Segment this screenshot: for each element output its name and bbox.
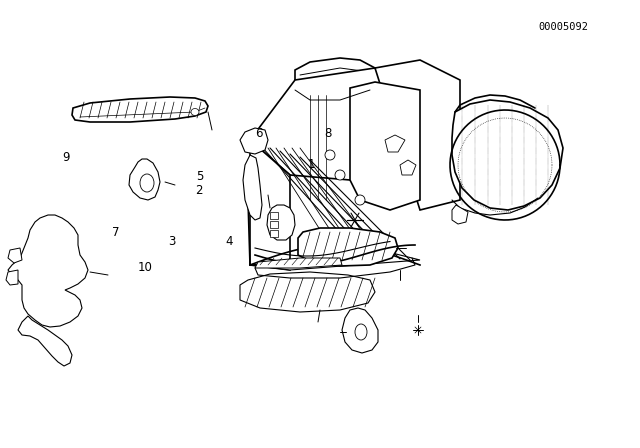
Ellipse shape bbox=[325, 150, 335, 160]
Polygon shape bbox=[240, 272, 375, 312]
Polygon shape bbox=[452, 205, 468, 224]
Polygon shape bbox=[270, 212, 278, 219]
Text: 2: 2 bbox=[195, 184, 203, 197]
Polygon shape bbox=[270, 230, 278, 237]
Polygon shape bbox=[6, 270, 18, 285]
Polygon shape bbox=[243, 155, 262, 220]
Polygon shape bbox=[270, 221, 278, 228]
Text: 7: 7 bbox=[112, 225, 120, 239]
Ellipse shape bbox=[355, 195, 365, 205]
Ellipse shape bbox=[335, 170, 345, 180]
Polygon shape bbox=[250, 252, 420, 270]
Text: 6: 6 bbox=[255, 127, 262, 140]
Polygon shape bbox=[385, 135, 405, 152]
Polygon shape bbox=[18, 316, 72, 366]
Polygon shape bbox=[295, 58, 375, 92]
Polygon shape bbox=[8, 215, 88, 327]
Text: 3: 3 bbox=[168, 234, 175, 248]
Ellipse shape bbox=[140, 174, 154, 192]
Text: 10: 10 bbox=[138, 261, 152, 275]
Polygon shape bbox=[400, 160, 416, 175]
Polygon shape bbox=[129, 159, 160, 200]
Text: 00005092: 00005092 bbox=[538, 22, 588, 32]
Polygon shape bbox=[8, 248, 22, 263]
Polygon shape bbox=[298, 228, 398, 266]
Polygon shape bbox=[255, 258, 342, 268]
Polygon shape bbox=[240, 128, 268, 154]
Polygon shape bbox=[72, 97, 208, 122]
Text: 1: 1 bbox=[308, 158, 316, 172]
Polygon shape bbox=[342, 308, 378, 353]
Polygon shape bbox=[267, 205, 295, 240]
Polygon shape bbox=[250, 68, 420, 180]
Polygon shape bbox=[452, 100, 563, 210]
Polygon shape bbox=[375, 60, 460, 210]
Polygon shape bbox=[350, 82, 420, 210]
Ellipse shape bbox=[355, 324, 367, 340]
Text: 4: 4 bbox=[225, 234, 233, 248]
Text: 5: 5 bbox=[196, 169, 204, 183]
Text: 9: 9 bbox=[63, 151, 70, 164]
Text: 8: 8 bbox=[324, 127, 332, 140]
Polygon shape bbox=[250, 140, 290, 270]
Ellipse shape bbox=[191, 108, 199, 116]
